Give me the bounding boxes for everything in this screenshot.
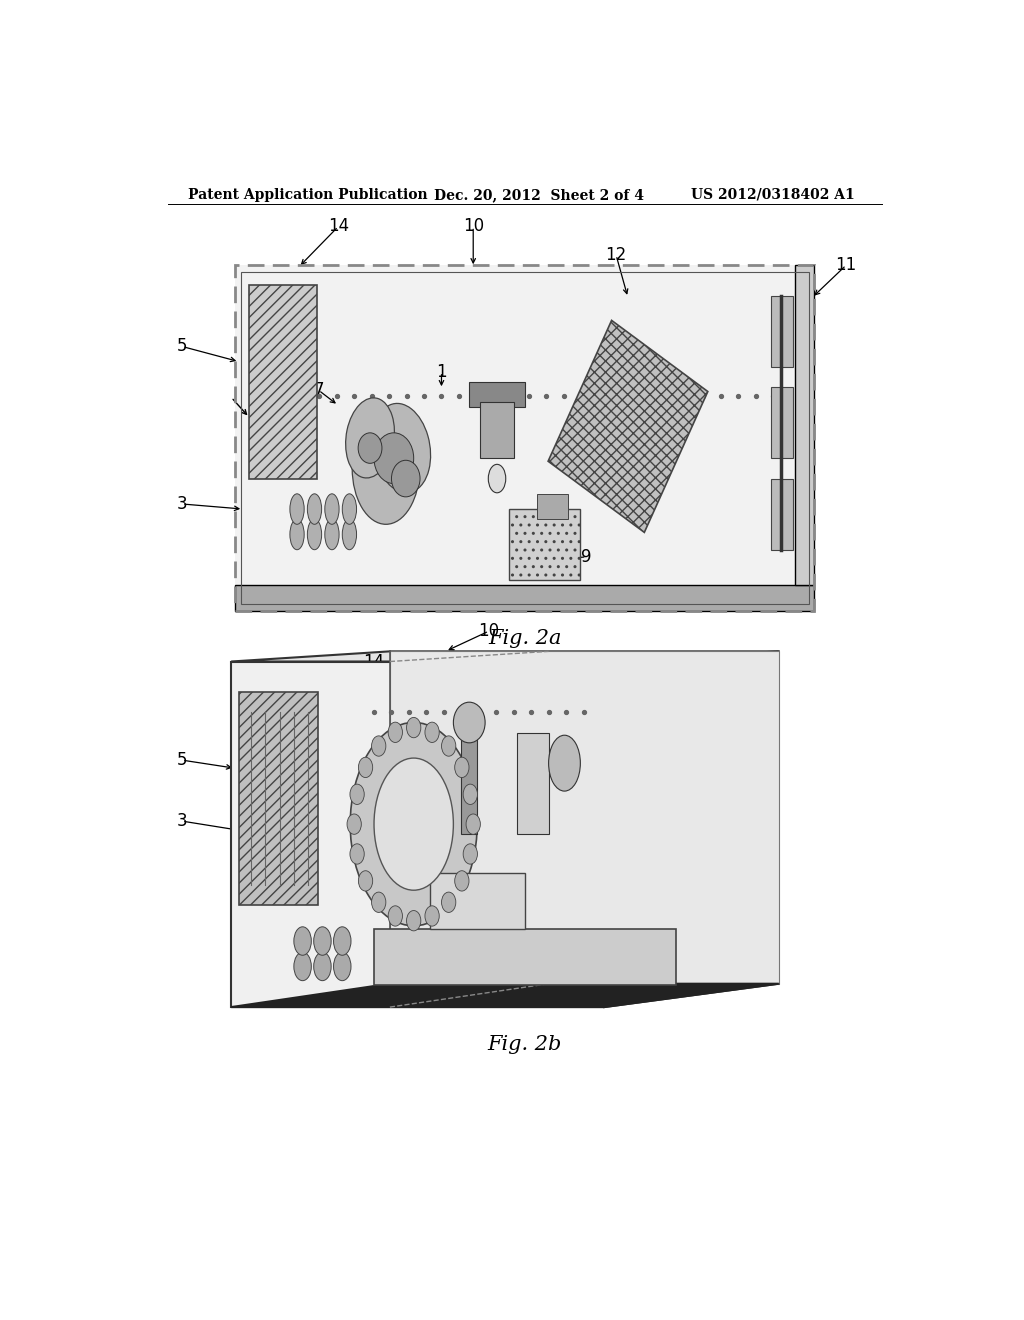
Text: 1: 1 <box>424 693 435 711</box>
Bar <box>236 265 814 611</box>
Text: 10: 10 <box>463 218 483 235</box>
Ellipse shape <box>358 433 382 463</box>
Text: US 2012/0318402 A1: US 2012/0318402 A1 <box>691 187 855 202</box>
Ellipse shape <box>441 892 456 912</box>
Ellipse shape <box>388 906 402 927</box>
Ellipse shape <box>294 952 311 981</box>
Bar <box>236 585 814 611</box>
Ellipse shape <box>455 758 469 777</box>
Ellipse shape <box>549 735 581 791</box>
Bar <box>374 929 676 985</box>
Ellipse shape <box>372 735 386 756</box>
Text: Patent Application Publication: Patent Application Publication <box>187 187 427 202</box>
Ellipse shape <box>425 906 439 927</box>
Ellipse shape <box>313 927 331 956</box>
Ellipse shape <box>313 952 331 981</box>
Ellipse shape <box>441 735 456 756</box>
Bar <box>537 494 568 519</box>
Ellipse shape <box>463 784 477 804</box>
Ellipse shape <box>454 702 485 743</box>
Bar <box>250 285 316 479</box>
Bar <box>479 403 514 458</box>
Ellipse shape <box>358 758 373 777</box>
Text: 14: 14 <box>364 652 385 671</box>
Ellipse shape <box>466 814 480 834</box>
Text: 7: 7 <box>313 381 324 399</box>
Ellipse shape <box>294 927 311 956</box>
Bar <box>241 272 809 603</box>
Ellipse shape <box>407 718 421 738</box>
Polygon shape <box>231 983 778 1007</box>
Ellipse shape <box>342 519 356 549</box>
Text: 5: 5 <box>177 751 187 770</box>
Ellipse shape <box>391 461 420 496</box>
Ellipse shape <box>346 397 394 478</box>
Bar <box>469 381 524 408</box>
Ellipse shape <box>347 814 361 834</box>
Polygon shape <box>231 651 778 661</box>
Ellipse shape <box>373 404 431 492</box>
Ellipse shape <box>374 433 414 483</box>
Text: 12: 12 <box>605 246 627 264</box>
Ellipse shape <box>407 911 421 931</box>
Bar <box>461 733 477 834</box>
Polygon shape <box>390 651 778 983</box>
Ellipse shape <box>290 494 304 524</box>
Ellipse shape <box>350 843 365 865</box>
Text: 3: 3 <box>177 495 187 513</box>
Bar <box>771 479 793 549</box>
Text: 14: 14 <box>328 218 349 235</box>
Bar <box>548 321 708 532</box>
Ellipse shape <box>374 758 454 890</box>
Text: 90: 90 <box>647 986 669 1005</box>
Bar <box>236 265 814 611</box>
Text: 11: 11 <box>836 256 857 275</box>
Ellipse shape <box>350 784 365 804</box>
Ellipse shape <box>334 927 351 956</box>
Text: 80: 80 <box>573 660 595 677</box>
Ellipse shape <box>463 843 477 865</box>
Polygon shape <box>231 661 604 1007</box>
Ellipse shape <box>388 722 402 742</box>
Bar <box>771 387 793 458</box>
Ellipse shape <box>350 722 477 925</box>
Text: Fig. 2a: Fig. 2a <box>488 628 561 648</box>
Bar <box>517 733 549 834</box>
Text: 9: 9 <box>582 548 592 566</box>
Ellipse shape <box>358 871 373 891</box>
Ellipse shape <box>325 519 339 549</box>
Ellipse shape <box>307 494 322 524</box>
Bar <box>430 873 525 929</box>
Text: 5: 5 <box>177 338 187 355</box>
Ellipse shape <box>488 465 506 492</box>
Bar <box>771 296 793 367</box>
Ellipse shape <box>352 412 420 524</box>
Ellipse shape <box>334 952 351 981</box>
Bar <box>509 510 581 581</box>
Ellipse shape <box>342 494 356 524</box>
Ellipse shape <box>307 519 322 549</box>
Bar <box>795 265 814 585</box>
Text: 7: 7 <box>341 704 351 721</box>
Polygon shape <box>604 651 778 1007</box>
Ellipse shape <box>372 892 386 912</box>
Ellipse shape <box>455 871 469 891</box>
Bar <box>240 692 318 906</box>
Text: Dec. 20, 2012  Sheet 2 of 4: Dec. 20, 2012 Sheet 2 of 4 <box>433 187 643 202</box>
Ellipse shape <box>325 494 339 524</box>
Ellipse shape <box>425 722 439 742</box>
Text: 10: 10 <box>478 622 500 640</box>
Ellipse shape <box>290 519 304 549</box>
Text: 1: 1 <box>436 363 446 381</box>
Text: 3: 3 <box>177 812 187 830</box>
Text: Fig. 2b: Fig. 2b <box>487 1035 562 1055</box>
